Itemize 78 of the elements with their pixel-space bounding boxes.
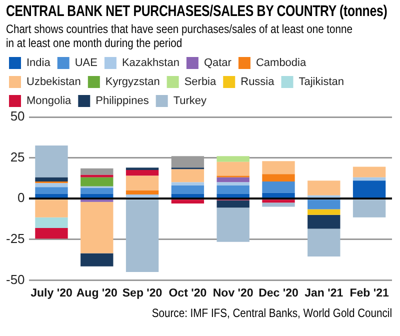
bar bbox=[80, 177, 114, 186]
bar bbox=[171, 194, 204, 198]
legend-label: Cambodia bbox=[256, 57, 307, 70]
legend-label: Russia bbox=[240, 76, 276, 88]
bar bbox=[35, 146, 68, 178]
bar bbox=[80, 194, 114, 198]
legend-label: Kyrgyzstan bbox=[105, 76, 160, 88]
bar bbox=[308, 214, 340, 229]
legend-label: Serbia bbox=[184, 76, 218, 88]
x-tick-label: Jan '21 bbox=[304, 287, 344, 300]
bar bbox=[171, 186, 204, 194]
bar bbox=[308, 228, 340, 257]
bar bbox=[35, 200, 68, 218]
x-tick-label: Sep '20 bbox=[122, 287, 162, 300]
bar bbox=[216, 186, 250, 194]
bar bbox=[80, 202, 114, 254]
bar bbox=[216, 208, 250, 242]
bar bbox=[171, 169, 204, 182]
legend-label: Turkey bbox=[173, 95, 208, 108]
bar bbox=[216, 194, 250, 198]
bar bbox=[308, 209, 340, 215]
x-tick-label: Aug '20 bbox=[76, 287, 118, 300]
y-tick-label: -25 bbox=[6, 230, 25, 246]
x-tick-label: Dec '20 bbox=[258, 287, 298, 300]
bar bbox=[216, 182, 250, 186]
bar bbox=[262, 200, 295, 203]
bar bbox=[352, 180, 386, 198]
y-tick-label: 25 bbox=[10, 149, 25, 164]
bar bbox=[35, 183, 68, 188]
y-tick-label: -50 bbox=[6, 272, 25, 287]
bar bbox=[126, 194, 159, 198]
chart-subtitle: Chart shows countries that have seen purchases/sales of at least one tonne in at least one month during the period bbox=[6, 22, 354, 50]
bar bbox=[216, 177, 250, 182]
bar bbox=[262, 181, 295, 193]
legend-label: Qatar bbox=[204, 57, 232, 70]
legend-label: Philippines bbox=[96, 95, 150, 108]
legend-label: India bbox=[26, 57, 52, 70]
chart-title: CENTRAL BANK NET PURCHASES/SALES BY COUNTRY (tonnes) bbox=[6, 3, 388, 21]
bar bbox=[171, 200, 204, 204]
x-tick-label: July '20 bbox=[30, 287, 72, 300]
bar bbox=[308, 200, 340, 210]
bar bbox=[126, 200, 159, 272]
bar bbox=[126, 170, 159, 176]
bar bbox=[262, 202, 295, 207]
bar bbox=[352, 177, 386, 181]
x-tick-label: Oct '20 bbox=[168, 287, 207, 300]
bar bbox=[35, 217, 68, 228]
legend-label: Kazakhstan bbox=[122, 57, 180, 70]
bar bbox=[35, 177, 68, 182]
bar bbox=[80, 253, 114, 266]
bar bbox=[126, 176, 159, 190]
bar bbox=[352, 200, 386, 218]
x-tick-label: Nov '20 bbox=[212, 287, 254, 300]
x-tick-label: Feb '21 bbox=[350, 287, 390, 300]
bar bbox=[216, 156, 250, 162]
bar bbox=[262, 161, 295, 174]
bar bbox=[308, 180, 340, 196]
legend-label: Mongolia bbox=[26, 95, 72, 108]
bar bbox=[262, 192, 295, 198]
y-tick-label: 50 bbox=[10, 108, 25, 124]
bar bbox=[171, 182, 204, 186]
bar bbox=[35, 187, 68, 194]
bar bbox=[80, 188, 114, 194]
legend-label: Tajikistan bbox=[298, 76, 344, 88]
source-note: Source: IMF IFS, Central Banks, World Gold Council bbox=[150, 306, 392, 320]
bar bbox=[352, 166, 386, 178]
bar bbox=[216, 200, 250, 208]
legend-label: Uzbekistan bbox=[26, 76, 81, 88]
bar bbox=[126, 190, 159, 195]
bar bbox=[80, 168, 114, 175]
y-tick-label: 0 bbox=[18, 190, 25, 206]
bar bbox=[80, 174, 114, 178]
bar bbox=[262, 174, 295, 182]
legend-label: UAE bbox=[74, 57, 98, 70]
bar bbox=[216, 162, 250, 176]
bar bbox=[126, 168, 159, 170]
bar bbox=[35, 228, 68, 239]
bar bbox=[35, 194, 68, 198]
